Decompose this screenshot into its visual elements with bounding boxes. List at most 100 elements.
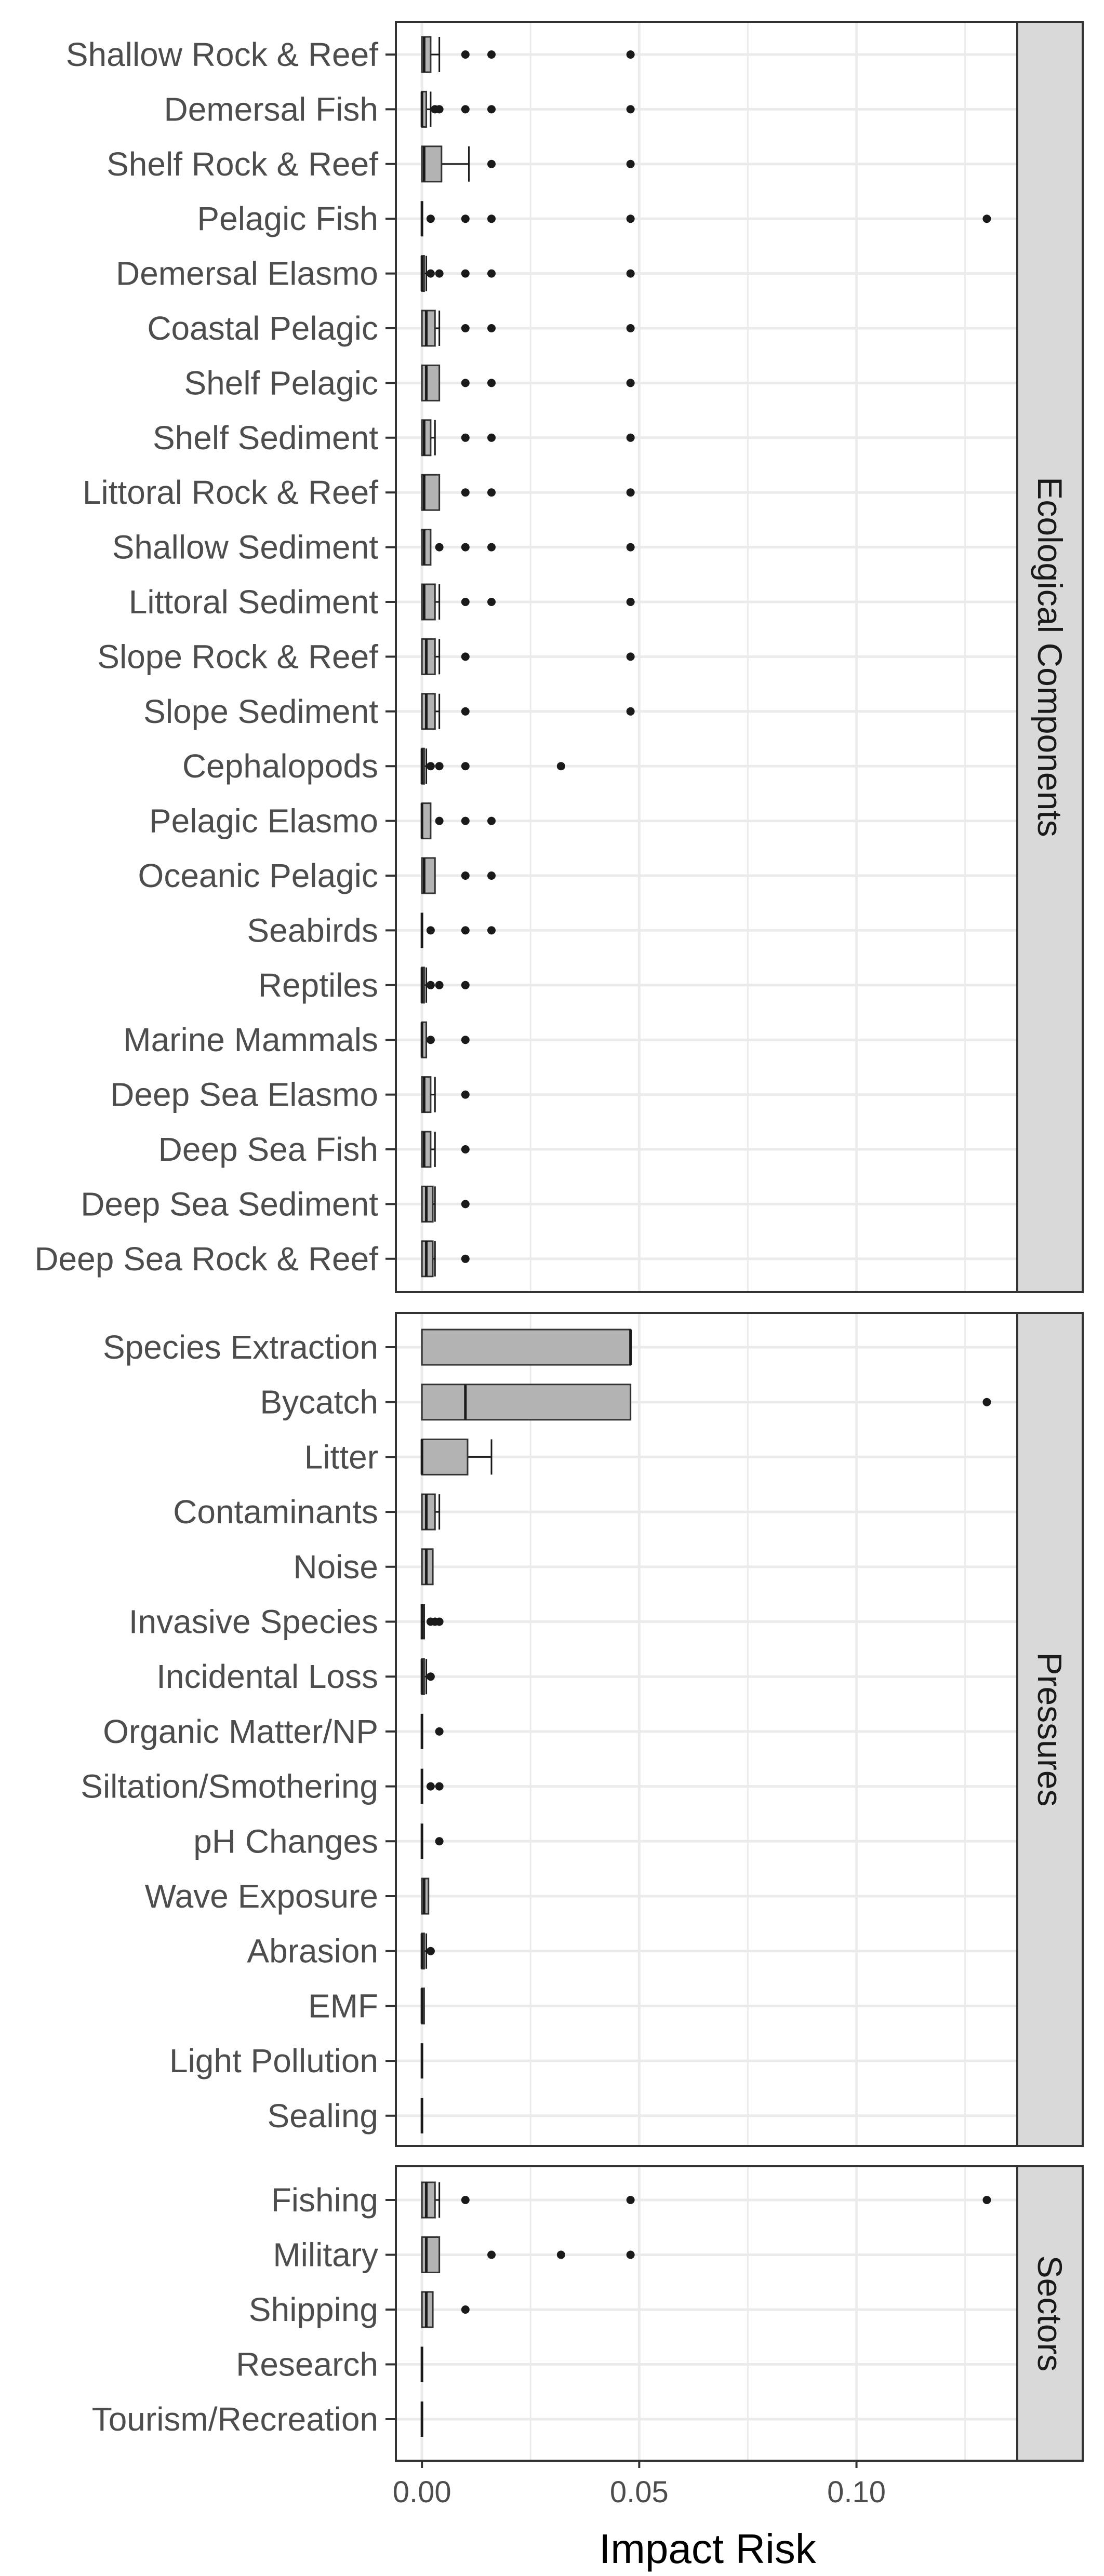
category-label: Abrasion (247, 1933, 378, 1970)
box-cephalopods: Cephalopods (182, 747, 565, 785)
outlier-point (626, 105, 635, 114)
outlier-point (426, 214, 435, 223)
category-label: Military (273, 2236, 378, 2274)
outlier-point (626, 652, 635, 661)
outlier-point (426, 269, 435, 278)
outlier-point (435, 1617, 444, 1626)
outlier-point (426, 1036, 435, 1044)
outlier-point (461, 269, 470, 278)
outlier-point (426, 1782, 435, 1791)
category-label: Shipping (249, 2291, 378, 2328)
outlier-point (982, 214, 991, 223)
outlier-point (556, 2250, 565, 2259)
box-contaminants: Contaminants (173, 1493, 441, 1531)
outlier-point (461, 1254, 470, 1263)
outlier-point (461, 1090, 470, 1099)
box-demersal-fish: Demersal Fish (164, 90, 635, 128)
outlier-point (461, 214, 470, 223)
box-body (421, 1384, 632, 1421)
box-body (421, 2181, 436, 2219)
category-label: Cephalopods (182, 747, 378, 785)
outlier-point (487, 871, 496, 880)
category-label: Seabirds (247, 911, 378, 949)
box-shelf-pelagic: Shelf Pelagic (184, 364, 635, 401)
outlier-point (626, 488, 635, 497)
outlier-point (435, 981, 444, 989)
category-label: Tourism/Recreation (92, 2400, 378, 2438)
outlier-point (487, 50, 496, 59)
box-littoral-rock-reef: Littoral Rock & Reef (83, 474, 635, 511)
outlier-point (461, 926, 470, 935)
box-bycatch: Bycatch (260, 1384, 991, 1421)
category-label: Sealing (268, 2097, 379, 2135)
box-wave-exposure: Wave Exposure (145, 1877, 430, 1915)
x-tick-label: 0.10 (827, 2475, 886, 2509)
outlier-point (626, 379, 635, 387)
outlier-point (461, 1200, 470, 1209)
category-label: Deep Sea Elasmo (110, 1076, 378, 1113)
box-invasive-species: Invasive Species (129, 1603, 444, 1641)
facet-panels: Shallow Rock & Reef Demersal Fish Shelf Ro… (34, 21, 1084, 2462)
category-label: Bycatch (260, 1384, 378, 1421)
box-body (421, 638, 436, 675)
category-label: Noise (293, 1548, 378, 1586)
facet-strip-label: Sectors (1031, 2256, 1069, 2372)
facet-panel: Species Extraction Bycatch Litter Contamina… (81, 1312, 1084, 2147)
outlier-point (435, 269, 444, 278)
category-label: Coastal Pelagic (147, 310, 378, 347)
outlier-point (435, 543, 444, 552)
outlier-point (461, 1145, 470, 1153)
outlier-point (461, 50, 470, 59)
outlier-point (461, 652, 470, 661)
facet-panel: Shallow Rock & Reef Demersal Fish Shelf Ro… (34, 21, 1084, 1293)
category-label: Invasive Species (129, 1603, 378, 1641)
outlier-point (426, 1672, 435, 1681)
box-body (421, 1438, 469, 1475)
category-label: Incidental Loss (156, 1658, 378, 1695)
box-fishing: Fishing (271, 2181, 991, 2219)
outlier-point (982, 2196, 991, 2204)
outlier-point (426, 1947, 435, 1955)
outlier-point (426, 926, 435, 935)
outlier-point (435, 105, 444, 114)
outlier-point (461, 105, 470, 114)
box-body (421, 364, 441, 401)
box-body (421, 2236, 441, 2273)
box-demersal-elasmo: Demersal Elasmo (116, 255, 635, 292)
category-label: Littoral Sediment (129, 583, 378, 621)
box-slope-rock-reef: Slope Rock & Reef (97, 638, 635, 675)
category-label: Littoral Rock & Reef (83, 474, 378, 511)
outlier-point (626, 543, 635, 552)
outlier-point (461, 1036, 470, 1044)
box-military: Military (273, 2236, 635, 2274)
category-label: Shallow Sediment (112, 529, 379, 566)
outlier-point (487, 598, 496, 606)
box-litter: Litter (304, 1438, 493, 1475)
category-label: Fishing (271, 2181, 378, 2219)
box-pelagic-elasmo: Pelagic Elasmo (149, 802, 496, 840)
outlier-point (487, 488, 496, 497)
box-siltation-smothering: Siltation/Smothering (81, 1768, 444, 1805)
category-label: Research (236, 2346, 378, 2383)
outlier-point (461, 2305, 470, 2314)
outlier-point (435, 1782, 444, 1791)
box-body (421, 1329, 632, 1366)
box-body (421, 310, 436, 347)
category-label: Pelagic Fish (197, 200, 378, 237)
category-label: Light Pollution (169, 2042, 378, 2079)
category-label: Contaminants (173, 1493, 378, 1531)
category-label: EMF (308, 1987, 378, 2024)
box-shelf-sediment: Shelf Sediment (153, 419, 635, 457)
category-label: Slope Rock & Reef (97, 638, 378, 675)
panel-background (396, 1313, 1017, 2146)
box-shelf-rock-reef: Shelf Rock & Reef (107, 145, 635, 183)
x-tick-label: 0.00 (393, 2475, 451, 2509)
category-label: Litter (304, 1438, 378, 1475)
box-tourism-recreation: Tourism/Recreation (92, 2400, 423, 2438)
outlier-point (461, 379, 470, 387)
box-light-pollution: Light Pollution (169, 2042, 423, 2079)
outlier-point (487, 379, 496, 387)
outlier-point (626, 707, 635, 716)
box-species-extraction: Species Extraction (103, 1329, 632, 1366)
panel-background (396, 2166, 1017, 2461)
